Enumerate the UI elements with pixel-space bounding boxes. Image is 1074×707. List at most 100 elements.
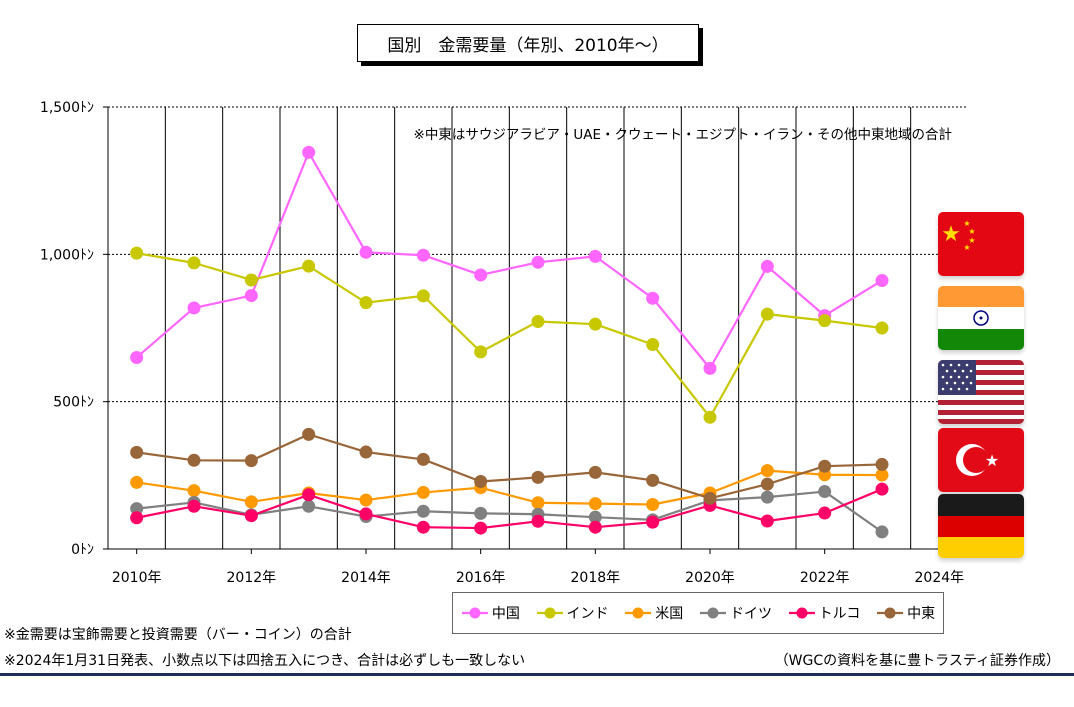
legend-item: 中東 (876, 603, 935, 623)
chart-title-box: 国別 金需要量（年別、2010年～） (357, 24, 699, 62)
data-point (760, 307, 774, 321)
series-line (136, 252, 883, 419)
data-point (359, 245, 373, 259)
data-point (302, 259, 316, 273)
data-point (302, 499, 316, 513)
series-0 (130, 145, 889, 375)
x-tick-label: 2020年 (685, 570, 735, 586)
data-point (875, 468, 889, 482)
series-lines (130, 145, 889, 539)
source-credit: （WGCの資料を基に豊トラスティ証券作成） (774, 653, 1060, 669)
data-point (646, 515, 660, 529)
x-tick-label: 2022年 (800, 570, 850, 586)
svg-text:★: ★ (963, 219, 970, 228)
india-flag-icon (938, 286, 1024, 350)
data-point (416, 485, 430, 499)
x-tick-label: 2016年 (456, 570, 506, 586)
line-chart: 0ﾄﾝ 500ﾄﾝ 1,000ﾄﾝ 1,500ﾄﾝ 2010年 2012年 2014年 201… (40, 100, 968, 586)
legend-item: トルコ (788, 603, 860, 623)
series-line (135, 151, 883, 370)
data-point (531, 470, 545, 484)
data-point (760, 259, 774, 273)
data-point (187, 301, 201, 315)
chart-legend: 中国 インド 米国 ドイツ トルコ 中東 (452, 592, 944, 634)
data-point (474, 475, 488, 489)
data-point (244, 289, 258, 303)
legend-item: 中国 (461, 603, 520, 623)
series-2 (130, 464, 889, 512)
legend-item: インド (536, 603, 609, 623)
data-point (359, 493, 373, 507)
data-point (588, 510, 602, 524)
data-point (646, 473, 660, 487)
legend-swatch (788, 607, 815, 619)
data-point (244, 495, 258, 509)
data-point (187, 256, 201, 270)
y-tick-label: 0ﾄﾝ (71, 542, 94, 558)
x-tick-label: 2018年 (571, 570, 621, 586)
legend-swatch (536, 607, 563, 619)
germany-flag-icon (938, 494, 1024, 558)
svg-text:★: ★ (963, 243, 970, 252)
series-5 (130, 427, 889, 505)
data-point (531, 514, 545, 528)
data-point (646, 291, 660, 305)
data-point (130, 475, 144, 489)
legend-swatch (625, 607, 652, 619)
axes (103, 106, 968, 554)
series-line (136, 469, 883, 506)
data-point (130, 445, 144, 459)
legend-label: 中国 (491, 606, 520, 622)
data-point (588, 465, 602, 479)
data-point (818, 459, 832, 473)
data-point (474, 521, 488, 535)
legend-swatch (461, 607, 488, 619)
tick-labels: 0ﾄﾝ 500ﾄﾝ 1,000ﾄﾝ 1,500ﾄﾝ 2010年 2012年 2014年 201… (40, 100, 964, 586)
x-tick-label: 2010年 (112, 570, 162, 586)
series-line (136, 488, 883, 530)
svg-text:★: ★ (985, 451, 999, 470)
svg-text:★: ★ (941, 222, 961, 247)
data-point (244, 273, 258, 287)
legend-label: ドイツ (729, 606, 772, 622)
data-point (646, 498, 660, 512)
legend-item: ドイツ (699, 603, 772, 623)
data-point (416, 452, 430, 466)
data-point (244, 509, 258, 523)
data-point (187, 453, 201, 467)
data-point (818, 485, 832, 499)
data-point (818, 314, 832, 328)
data-point (703, 410, 717, 424)
x-tick-label: 2012年 (227, 570, 277, 586)
data-point (531, 255, 545, 269)
footnote-release-date: ※2024年1月31日発表、小数点以下は四捨五入につき、合計は必ずしも一致しない (4, 653, 526, 669)
legend-swatch (699, 607, 726, 619)
y-tick-label: 500ﾄﾝ (53, 395, 94, 411)
y-tick-label: 1,000ﾄﾝ (40, 247, 94, 263)
data-point (875, 274, 889, 288)
data-point (416, 248, 430, 262)
series-line (136, 433, 883, 500)
data-point (130, 502, 144, 516)
china-flag-icon: ★ ★ ★ ★ ★ (938, 212, 1024, 276)
footnote-demand-definition: ※金需要は宝飾需要と投資需要（バー・コイン）の合計 (4, 627, 352, 643)
data-point (760, 514, 774, 528)
series-1 (130, 246, 889, 424)
data-point (359, 507, 373, 521)
data-point (703, 361, 717, 375)
legend-item: 米国 (624, 603, 683, 623)
x-tick-label: 2014年 (341, 570, 391, 586)
series-4 (130, 482, 889, 535)
legend-label: 中東 (907, 606, 936, 622)
data-point (474, 506, 488, 520)
data-point (875, 482, 889, 496)
data-point (302, 427, 316, 441)
svg-text:★: ★ (968, 227, 975, 236)
data-point (130, 350, 144, 364)
legend-swatch (877, 607, 904, 619)
data-point (244, 454, 258, 468)
data-point (588, 249, 602, 263)
data-point (474, 268, 488, 282)
data-point (646, 338, 660, 352)
data-point (875, 525, 889, 539)
